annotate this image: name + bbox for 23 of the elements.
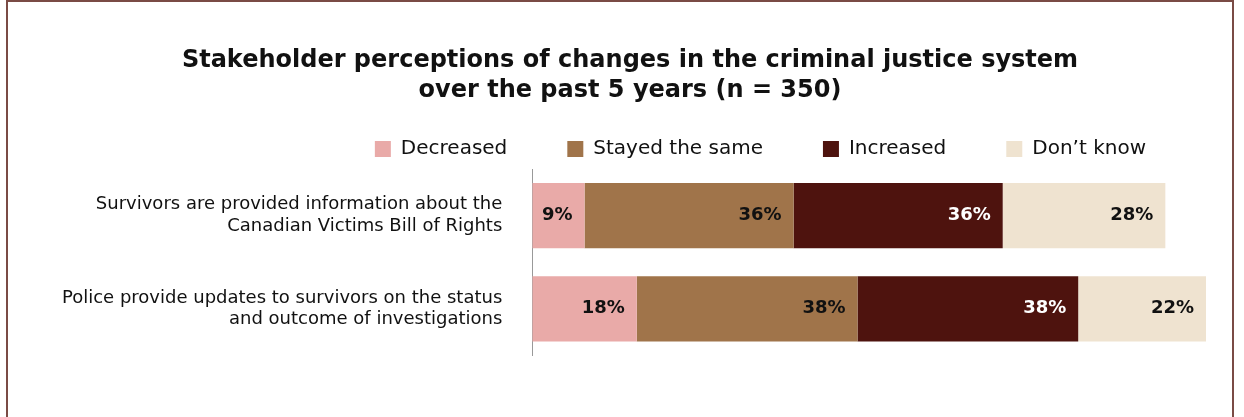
data-label: 38% <box>1023 296 1067 318</box>
data-label: 36% <box>738 203 782 225</box>
y-tick-label: Police provide updates to survivors on the status and outcome of investigations <box>61 285 503 329</box>
legend-label: Stayed the same <box>593 135 763 160</box>
data-label: 38% <box>802 296 846 318</box>
legend-label: Don’t know <box>1032 135 1147 160</box>
bar <box>532 182 585 249</box>
legend-label: Increased <box>848 135 947 160</box>
bar <box>793 182 1003 249</box>
legend-label: Decreased <box>400 135 508 160</box>
bar <box>532 276 637 342</box>
bar <box>1078 276 1206 342</box>
data-label: 9% <box>541 203 573 225</box>
data-label: 22% <box>1150 296 1194 318</box>
bar <box>584 182 794 249</box>
bar <box>1002 182 1166 249</box>
chart-title: Stakeholder perceptions of changes in the criminal justice system over the past 5 years (n = 350) <box>180 44 1080 104</box>
data-label: 36% <box>947 203 991 225</box>
data-label: 18% <box>581 296 625 318</box>
bar <box>857 276 1079 342</box>
bar <box>636 276 858 342</box>
y-tick-label: Survivors are provided information about the Canadian Victims Bill of Rights <box>95 192 503 236</box>
data-label: 28% <box>1110 203 1154 225</box>
